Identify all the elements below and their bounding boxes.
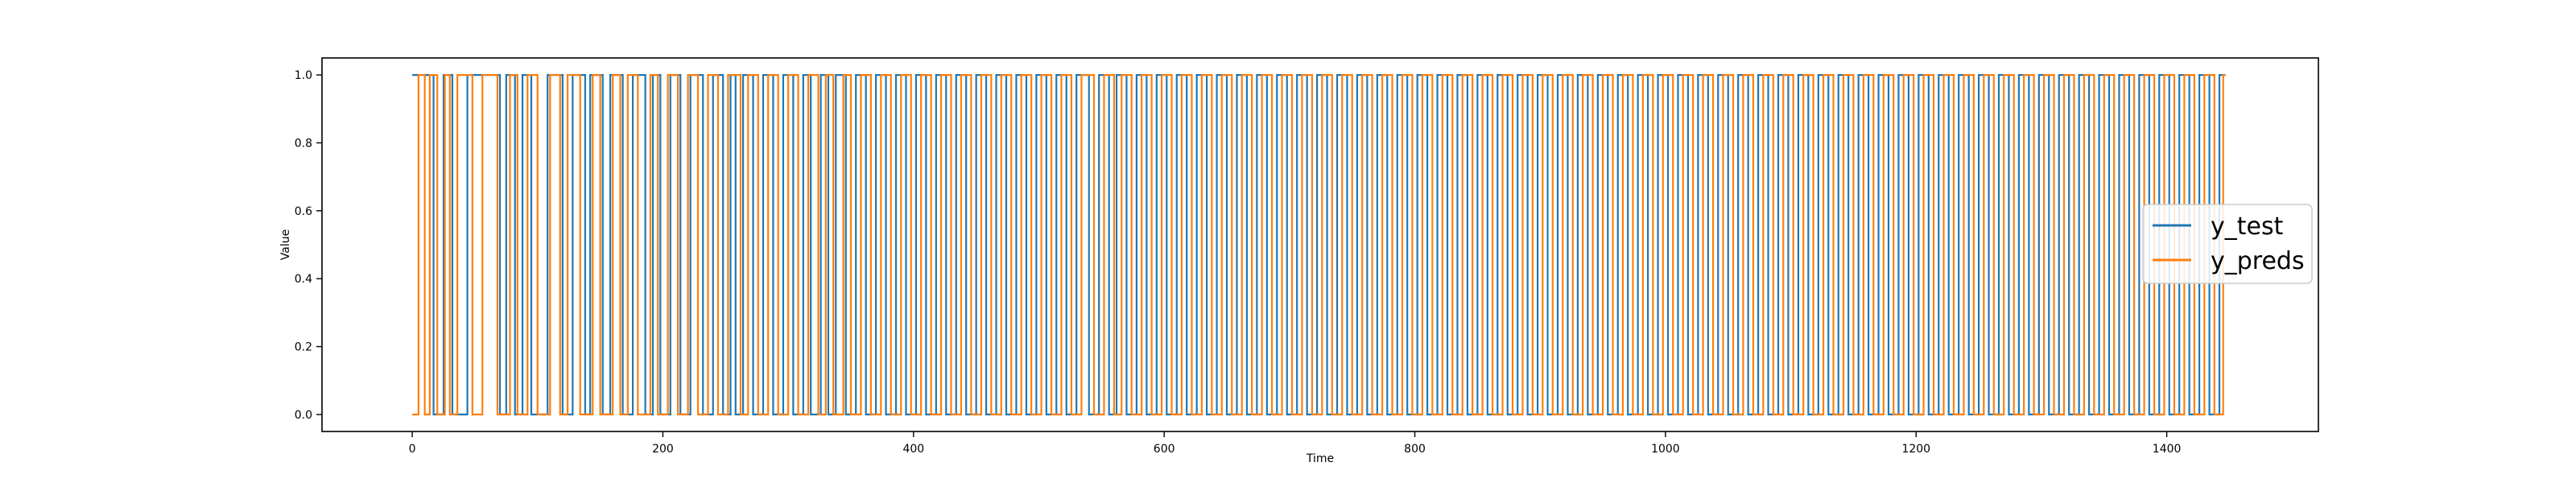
x-tick-label: 1000 [1651,443,1680,456]
y-axis: 0.0 0.2 0.4 0.6 0.8 1.0 [295,69,322,422]
x-tick-label: 800 [1404,443,1426,456]
y-tick-label: 1.0 [295,69,312,82]
legend: y_test y_preds [2142,204,2313,284]
y-tick-label: 0.0 [295,409,312,422]
legend-label-y-test: y_test [2211,213,2284,241]
x-tick-label: 1400 [2153,443,2182,456]
y-tick-label: 0.2 [295,341,312,354]
y-tick-label: 0.8 [295,137,312,150]
x-tick-label: 1200 [1901,443,1930,456]
x-tick-label: 400 [902,443,924,456]
y-tick-label: 0.6 [295,205,312,218]
series-layer [412,73,2226,416]
series-line-y-preds [412,73,2226,416]
x-tick-label: 200 [652,443,674,456]
y-axis-label: Value [279,229,292,260]
legend-label-y-preds: y_preds [2211,247,2305,275]
y-tick-label: 0.4 [295,273,312,286]
plot-frame [321,57,2319,432]
x-tick-label: 600 [1154,443,1175,456]
x-axis-label: Time [1306,452,1334,465]
x-axis: 0 200 400 600 800 1000 1200 1400 [409,431,2182,456]
x-tick-label: 0 [409,443,416,456]
